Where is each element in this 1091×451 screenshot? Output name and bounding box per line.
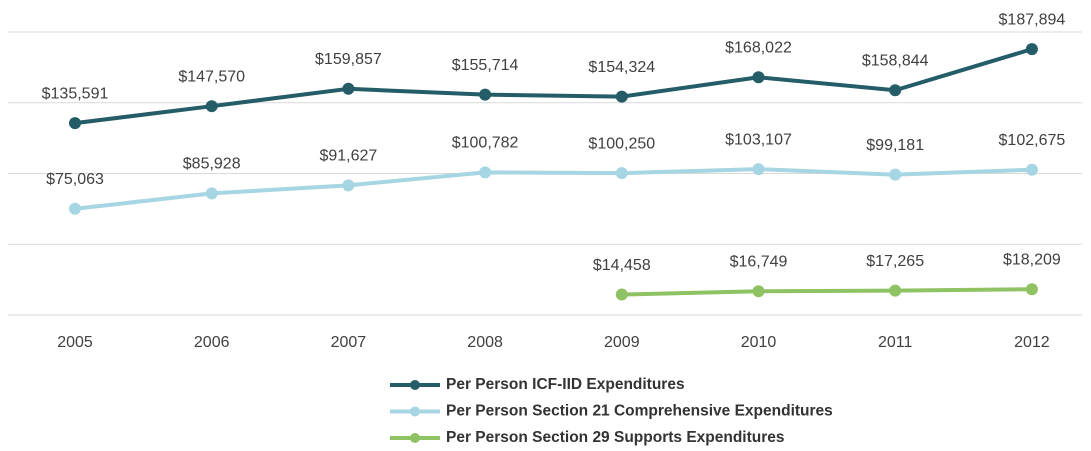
legend-marker [410, 406, 420, 417]
data-point [752, 71, 765, 84]
data-label: $168,022 [725, 39, 792, 56]
legend-text: Per Person Section 21 Comprehensive Expe… [446, 403, 833, 420]
data-point [342, 179, 355, 192]
data-point [752, 163, 765, 176]
data-point [889, 84, 902, 97]
data-point [615, 288, 628, 301]
data-point [479, 166, 492, 179]
data-label: $17,265 [866, 253, 924, 270]
data-point [752, 285, 765, 298]
legend-marker [410, 433, 420, 443]
data-point [615, 90, 628, 103]
data-label: $135,591 [42, 85, 109, 102]
data-label: $18,209 [1003, 251, 1061, 268]
data-point [1025, 163, 1038, 176]
data-label: $102,675 [999, 132, 1066, 149]
x-tick-label: 2010 [741, 334, 777, 351]
data-point [479, 88, 492, 101]
data-point [205, 100, 218, 113]
data-point [205, 187, 218, 200]
x-tick-label: 2007 [331, 334, 367, 351]
series-line [74, 47, 1033, 126]
legend-text: Per Person ICF-IID Expenditures [446, 376, 685, 393]
data-label: $16,749 [730, 254, 788, 271]
data-label: $14,458 [593, 257, 651, 274]
x-tick-label: 2008 [467, 334, 503, 351]
x-tick-label: 2006 [194, 334, 230, 351]
x-tick-label: 2011 [878, 334, 913, 351]
data-point [69, 202, 81, 215]
data-label: $159,857 [315, 51, 382, 68]
data-label: $103,107 [725, 131, 792, 148]
data-label: $147,570 [178, 68, 245, 85]
data-label: $100,250 [588, 135, 655, 152]
data-point [1025, 283, 1038, 296]
data-point [615, 167, 628, 180]
data-point [69, 117, 81, 130]
data-label: $155,714 [452, 57, 519, 74]
data-label: $99,181 [866, 137, 924, 154]
data-label: $158,844 [862, 52, 929, 69]
series-line [621, 287, 1032, 297]
legend-marker [410, 380, 420, 390]
data-label: $91,627 [319, 148, 377, 165]
data-point [342, 82, 355, 95]
x-tick-label: 2009 [604, 334, 640, 351]
data-label: $187,894 [999, 11, 1066, 28]
data-label: $100,782 [452, 135, 519, 152]
data-label: $154,324 [588, 59, 655, 76]
data-label: $75,063 [46, 171, 104, 188]
x-tick-label: 2005 [57, 334, 93, 351]
data-point [889, 284, 902, 297]
data-point [889, 168, 902, 181]
series-line [74, 167, 1032, 211]
data-point [1025, 43, 1038, 56]
x-tick-label: 2012 [1014, 334, 1050, 351]
data-label: $85,928 [183, 156, 241, 173]
legend-text: Per Person Section 29 Supports Expenditu… [446, 429, 785, 446]
